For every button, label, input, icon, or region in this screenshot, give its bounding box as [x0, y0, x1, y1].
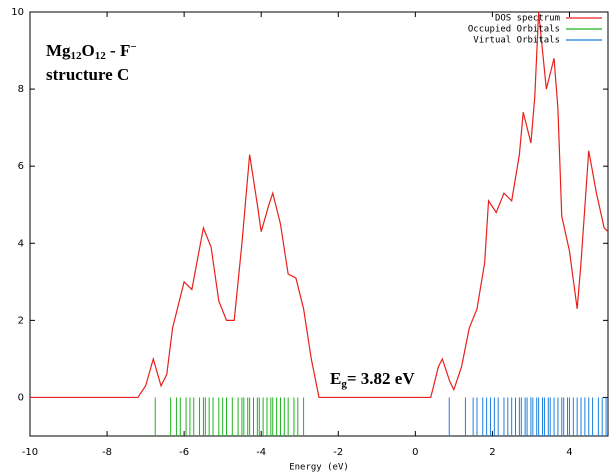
y-tick-label: 0 [18, 392, 24, 403]
y-tick-label: 8 [18, 84, 24, 95]
x-tick-label: -10 [22, 447, 38, 458]
dos-line [30, 11, 609, 399]
x-tick-label: -4 [256, 447, 266, 458]
x-tick-label: 0 [412, 447, 418, 458]
x-tick-label: -2 [333, 447, 343, 458]
annotation: Mg12O12 - F− [46, 41, 137, 62]
annotation: structure C [46, 65, 129, 84]
y-tick-label: 6 [18, 161, 24, 172]
legend-label: Virtual Orbitals [473, 36, 560, 46]
x-tick-label: -8 [102, 447, 112, 458]
x-tick-label: 4 [566, 447, 572, 458]
x-tick-label: -6 [179, 447, 189, 458]
y-tick-label: 4 [18, 238, 24, 249]
y-tick-label: 10 [11, 7, 24, 18]
legend-label: DOS spectrum [495, 14, 560, 24]
plot-frame [29, 11, 609, 437]
x-tick-label: 2 [489, 447, 495, 458]
y-tick-label: 2 [18, 315, 24, 326]
legend-label: Occupied Orbitals [468, 25, 560, 35]
x-axis-label: Energy (eV) [289, 463, 349, 473]
annotation: Eg= 3.82 eV [330, 369, 415, 390]
